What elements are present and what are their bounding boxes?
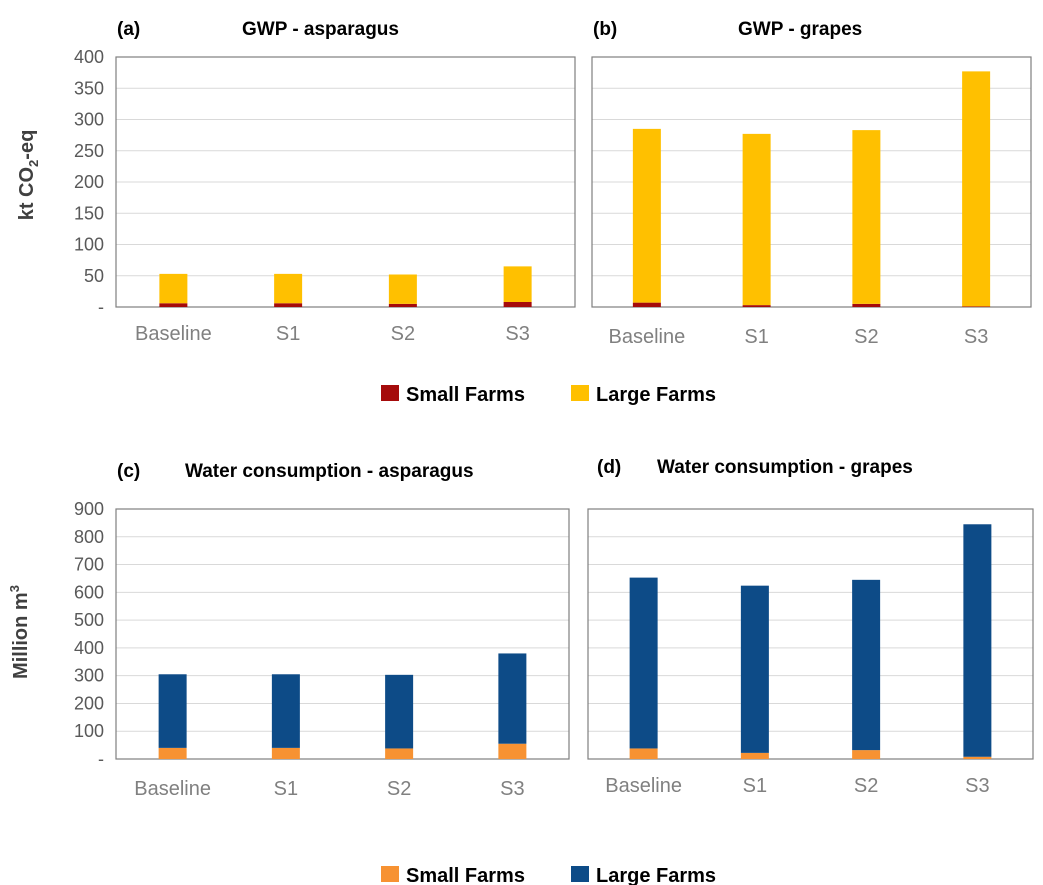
bar-small-farms: [388, 303, 417, 307]
plot-frame: [587, 508, 1034, 760]
bar-small-farms: [385, 748, 414, 759]
y-tick-label: 600: [74, 582, 104, 602]
bar-small-farms: [742, 305, 771, 307]
y-axis-label-water: Million m3: [7, 585, 32, 679]
plot-frame: [115, 56, 576, 308]
legend-swatch-small-farms: [381, 866, 399, 882]
plot-frame: [591, 56, 1032, 308]
bar-small-farms: [271, 747, 300, 759]
y-tick-label: 200: [74, 693, 104, 713]
bar-small-farms: [852, 750, 881, 759]
x-tick-label: S1: [744, 326, 768, 348]
chart-title: GWP - grapes: [738, 19, 862, 40]
y-tick-label: 150: [74, 203, 104, 223]
x-tick-label: Baseline: [605, 775, 682, 797]
y-tick-label: 50: [84, 266, 104, 286]
bar-small-farms: [962, 306, 991, 307]
x-tick-label: S2: [391, 323, 415, 345]
bar-small-farms: [159, 303, 188, 307]
panel-label: (c): [117, 461, 140, 482]
bar-small-farms: [503, 302, 532, 307]
bar-large-farms: [740, 585, 769, 753]
x-tick-label: S1: [276, 323, 300, 345]
x-tick-label: Baseline: [609, 326, 686, 348]
y-tick-label: 200: [74, 172, 104, 192]
y-tick-label: 300: [74, 666, 104, 686]
legend-label-small-farms: Small Farms: [406, 384, 525, 406]
x-tick-label: S2: [387, 778, 411, 800]
legend-label-large-farms: Large Farms: [596, 384, 716, 406]
x-tick-label: S1: [743, 775, 767, 797]
y-tick-label: 400: [74, 47, 104, 67]
x-tick-label: Baseline: [135, 323, 212, 345]
legend-label-small-farms: Small Farms: [406, 865, 525, 885]
bar-large-farms: [158, 674, 187, 748]
bar-small-farms: [498, 743, 527, 759]
bar-large-farms: [274, 273, 303, 304]
chart-title: Water consumption - grapes: [657, 457, 913, 478]
bar-small-farms: [158, 747, 187, 759]
y-tick-label: 250: [74, 141, 104, 161]
bar-large-farms: [962, 71, 991, 307]
y-tick-label: 100: [74, 235, 104, 255]
x-tick-label: S3: [505, 323, 529, 345]
y-tick-label: 800: [74, 527, 104, 547]
x-tick-label: S3: [964, 326, 988, 348]
y-tick-label: -: [98, 749, 104, 769]
bar-large-farms: [963, 524, 992, 757]
panel-label: (b): [593, 19, 617, 40]
legend-bottom: Small Farms Large Farms: [381, 865, 716, 885]
y-tick-label: 400: [74, 638, 104, 658]
x-tick-label: S2: [854, 326, 878, 348]
bar-large-farms: [629, 577, 658, 749]
bar-small-farms: [632, 302, 661, 307]
y-tick-label: 700: [74, 555, 104, 575]
chart-panels: - 50 100 150 200 250 300 350 400 (a) GWP - asparag…: [74, 19, 1034, 800]
y-tick-label: -: [98, 297, 104, 317]
bar-large-farms: [388, 274, 417, 304]
panel-label: (d): [597, 457, 621, 478]
bar-large-farms: [742, 133, 771, 306]
legend-swatch-large-farms: [571, 385, 589, 401]
bar-small-farms: [740, 752, 769, 759]
legend-swatch-large-farms: [571, 866, 589, 882]
legend-swatch-small-farms: [381, 385, 399, 401]
legend-label-large-farms: Large Farms: [596, 865, 716, 885]
bar-small-farms: [629, 748, 658, 759]
y-tick-label: 300: [74, 110, 104, 130]
x-tick-label: S3: [500, 778, 524, 800]
plot-frame: [115, 508, 570, 760]
y-axis-label-gwp: kt CO2-eq: [16, 130, 41, 221]
panel-label: (a): [117, 19, 140, 40]
chart-title: GWP - asparagus: [242, 19, 399, 40]
y-tick-label: 900: [74, 499, 104, 519]
chart-title: Water consumption - asparagus: [185, 461, 474, 482]
x-tick-label: S3: [965, 775, 989, 797]
x-tick-label: Baseline: [134, 778, 211, 800]
bar-large-farms: [852, 579, 881, 751]
y-tick-label: 100: [74, 721, 104, 741]
x-tick-label: S1: [274, 778, 298, 800]
bar-large-farms: [498, 653, 527, 744]
bar-large-farms: [385, 674, 414, 749]
bar-small-farms: [274, 303, 303, 307]
bar-large-farms: [503, 266, 532, 302]
bar-small-farms: [852, 303, 881, 307]
bar-small-farms: [963, 756, 992, 759]
legend-top: Small Farms Large Farms: [381, 384, 716, 406]
bar-large-farms: [632, 128, 661, 303]
y-tick-label: 500: [74, 610, 104, 630]
bar-large-farms: [271, 674, 300, 748]
x-tick-label: S2: [854, 775, 878, 797]
bar-large-farms: [852, 130, 881, 304]
y-tick-label: 350: [74, 78, 104, 98]
bar-large-farms: [159, 273, 188, 304]
